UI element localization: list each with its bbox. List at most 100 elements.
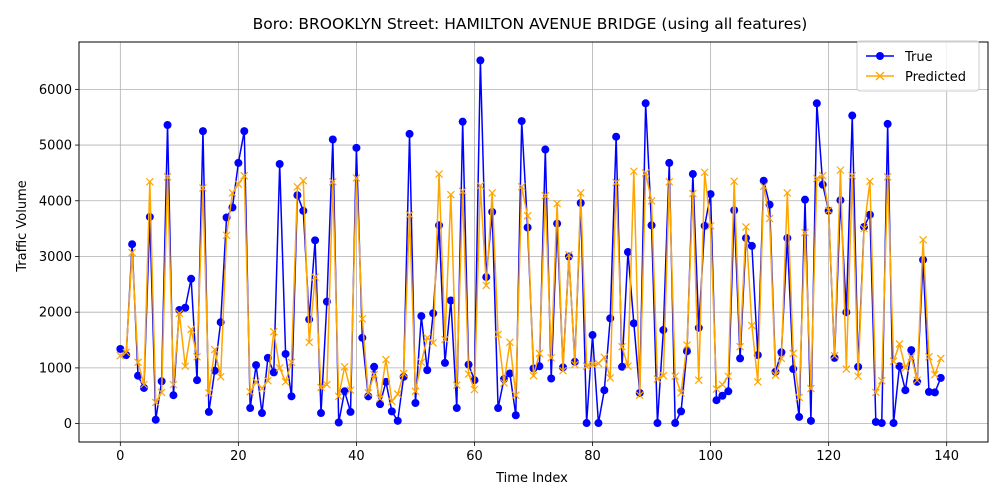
true-point xyxy=(747,241,756,250)
true-point xyxy=(629,319,638,328)
x-axis-label: Time Index xyxy=(495,471,568,486)
true-point xyxy=(659,326,668,335)
predicted-point xyxy=(134,358,142,367)
true-point xyxy=(806,416,815,425)
true-point xyxy=(311,236,320,245)
true-point xyxy=(458,117,467,126)
true-point xyxy=(594,419,603,428)
predicted-point xyxy=(812,174,821,183)
y-tick-label: 0 xyxy=(64,417,72,432)
predicted-point xyxy=(907,352,916,361)
true-point xyxy=(198,127,207,136)
true-point xyxy=(877,419,886,428)
predicted-point xyxy=(594,359,603,368)
predicted-point xyxy=(789,349,798,358)
predicted-point xyxy=(464,370,473,378)
predicted-point xyxy=(889,357,898,366)
true-point xyxy=(145,212,154,221)
predicted-point xyxy=(771,371,780,380)
true-point xyxy=(381,377,390,386)
predicted-point xyxy=(281,377,290,386)
predicted-point xyxy=(505,338,514,347)
predicted-point xyxy=(240,171,249,180)
predicted-point xyxy=(653,375,662,383)
true-point xyxy=(275,160,284,169)
predicted-point xyxy=(263,376,272,385)
true-point xyxy=(163,121,172,130)
true-point xyxy=(346,407,355,416)
predicted-point xyxy=(458,187,467,196)
true-point xyxy=(736,354,745,363)
predicted-point xyxy=(930,370,939,379)
axis-ticks: 0 20 40 60 80 100 120 140 0 1000 2000 3000 4000 5000 6… xyxy=(39,83,959,464)
predicted-point xyxy=(529,371,538,380)
true-point xyxy=(924,387,933,396)
true-point xyxy=(299,206,308,215)
true-point xyxy=(842,308,851,317)
true-point xyxy=(883,119,892,128)
y-tick-label: 4000 xyxy=(39,194,72,209)
predicted-point xyxy=(801,228,809,237)
predicted-point xyxy=(836,166,845,175)
predicted-point xyxy=(517,182,526,191)
true-point xyxy=(641,99,650,108)
legend: True Predicted xyxy=(856,40,980,92)
predicted-point xyxy=(435,170,443,178)
predicted-point xyxy=(317,383,325,392)
predicted-point xyxy=(311,273,320,282)
predicted-point xyxy=(470,385,479,394)
true-point xyxy=(446,296,455,305)
predicted-point xyxy=(370,370,379,379)
true-point xyxy=(647,221,656,230)
predicted-point xyxy=(305,338,314,347)
true-point xyxy=(440,358,449,367)
predicted-point xyxy=(446,190,455,199)
legend-box xyxy=(856,40,980,92)
true-point xyxy=(181,303,190,312)
x-tick-label: 20 xyxy=(230,449,247,464)
predicted-point xyxy=(535,349,544,358)
true-point xyxy=(252,361,261,370)
true-point xyxy=(812,99,821,108)
plot-area-frame xyxy=(78,41,989,443)
true-point xyxy=(317,409,326,418)
true-point xyxy=(930,388,939,397)
predicted-point xyxy=(547,353,556,362)
predicted-point xyxy=(199,184,207,192)
predicted-point xyxy=(157,388,166,397)
true-point xyxy=(706,190,715,199)
predicted-point xyxy=(860,224,868,233)
predicted-point xyxy=(246,387,255,396)
predicted-point xyxy=(340,362,349,371)
true-point xyxy=(801,195,810,204)
true-point xyxy=(387,407,396,416)
true-point xyxy=(429,309,438,318)
predicted-point xyxy=(258,384,266,393)
true-point xyxy=(240,127,249,136)
true-point xyxy=(328,135,337,144)
predicted-point xyxy=(222,231,231,240)
predicted-point xyxy=(936,354,945,363)
true-point xyxy=(411,399,420,408)
true-point xyxy=(535,362,544,371)
predicted-point xyxy=(559,366,567,375)
predicted-point xyxy=(399,369,408,378)
predicted-point xyxy=(913,376,922,385)
predicted-point xyxy=(488,189,497,197)
predicted-point xyxy=(163,172,172,181)
predicted-point xyxy=(393,390,402,399)
true-point xyxy=(234,158,243,167)
true-point xyxy=(405,129,414,138)
predicted-point xyxy=(322,380,331,389)
predicted-point xyxy=(175,309,184,318)
true-point xyxy=(836,196,845,205)
legend-true-marker xyxy=(876,52,884,60)
predicted-point xyxy=(641,168,650,177)
predicted-point xyxy=(683,341,691,349)
true-point xyxy=(193,376,202,385)
predicted-point xyxy=(647,196,656,205)
predicted-point xyxy=(500,379,508,387)
predicted-point xyxy=(712,385,721,393)
true-point xyxy=(889,419,898,428)
predicted-point xyxy=(187,325,196,334)
